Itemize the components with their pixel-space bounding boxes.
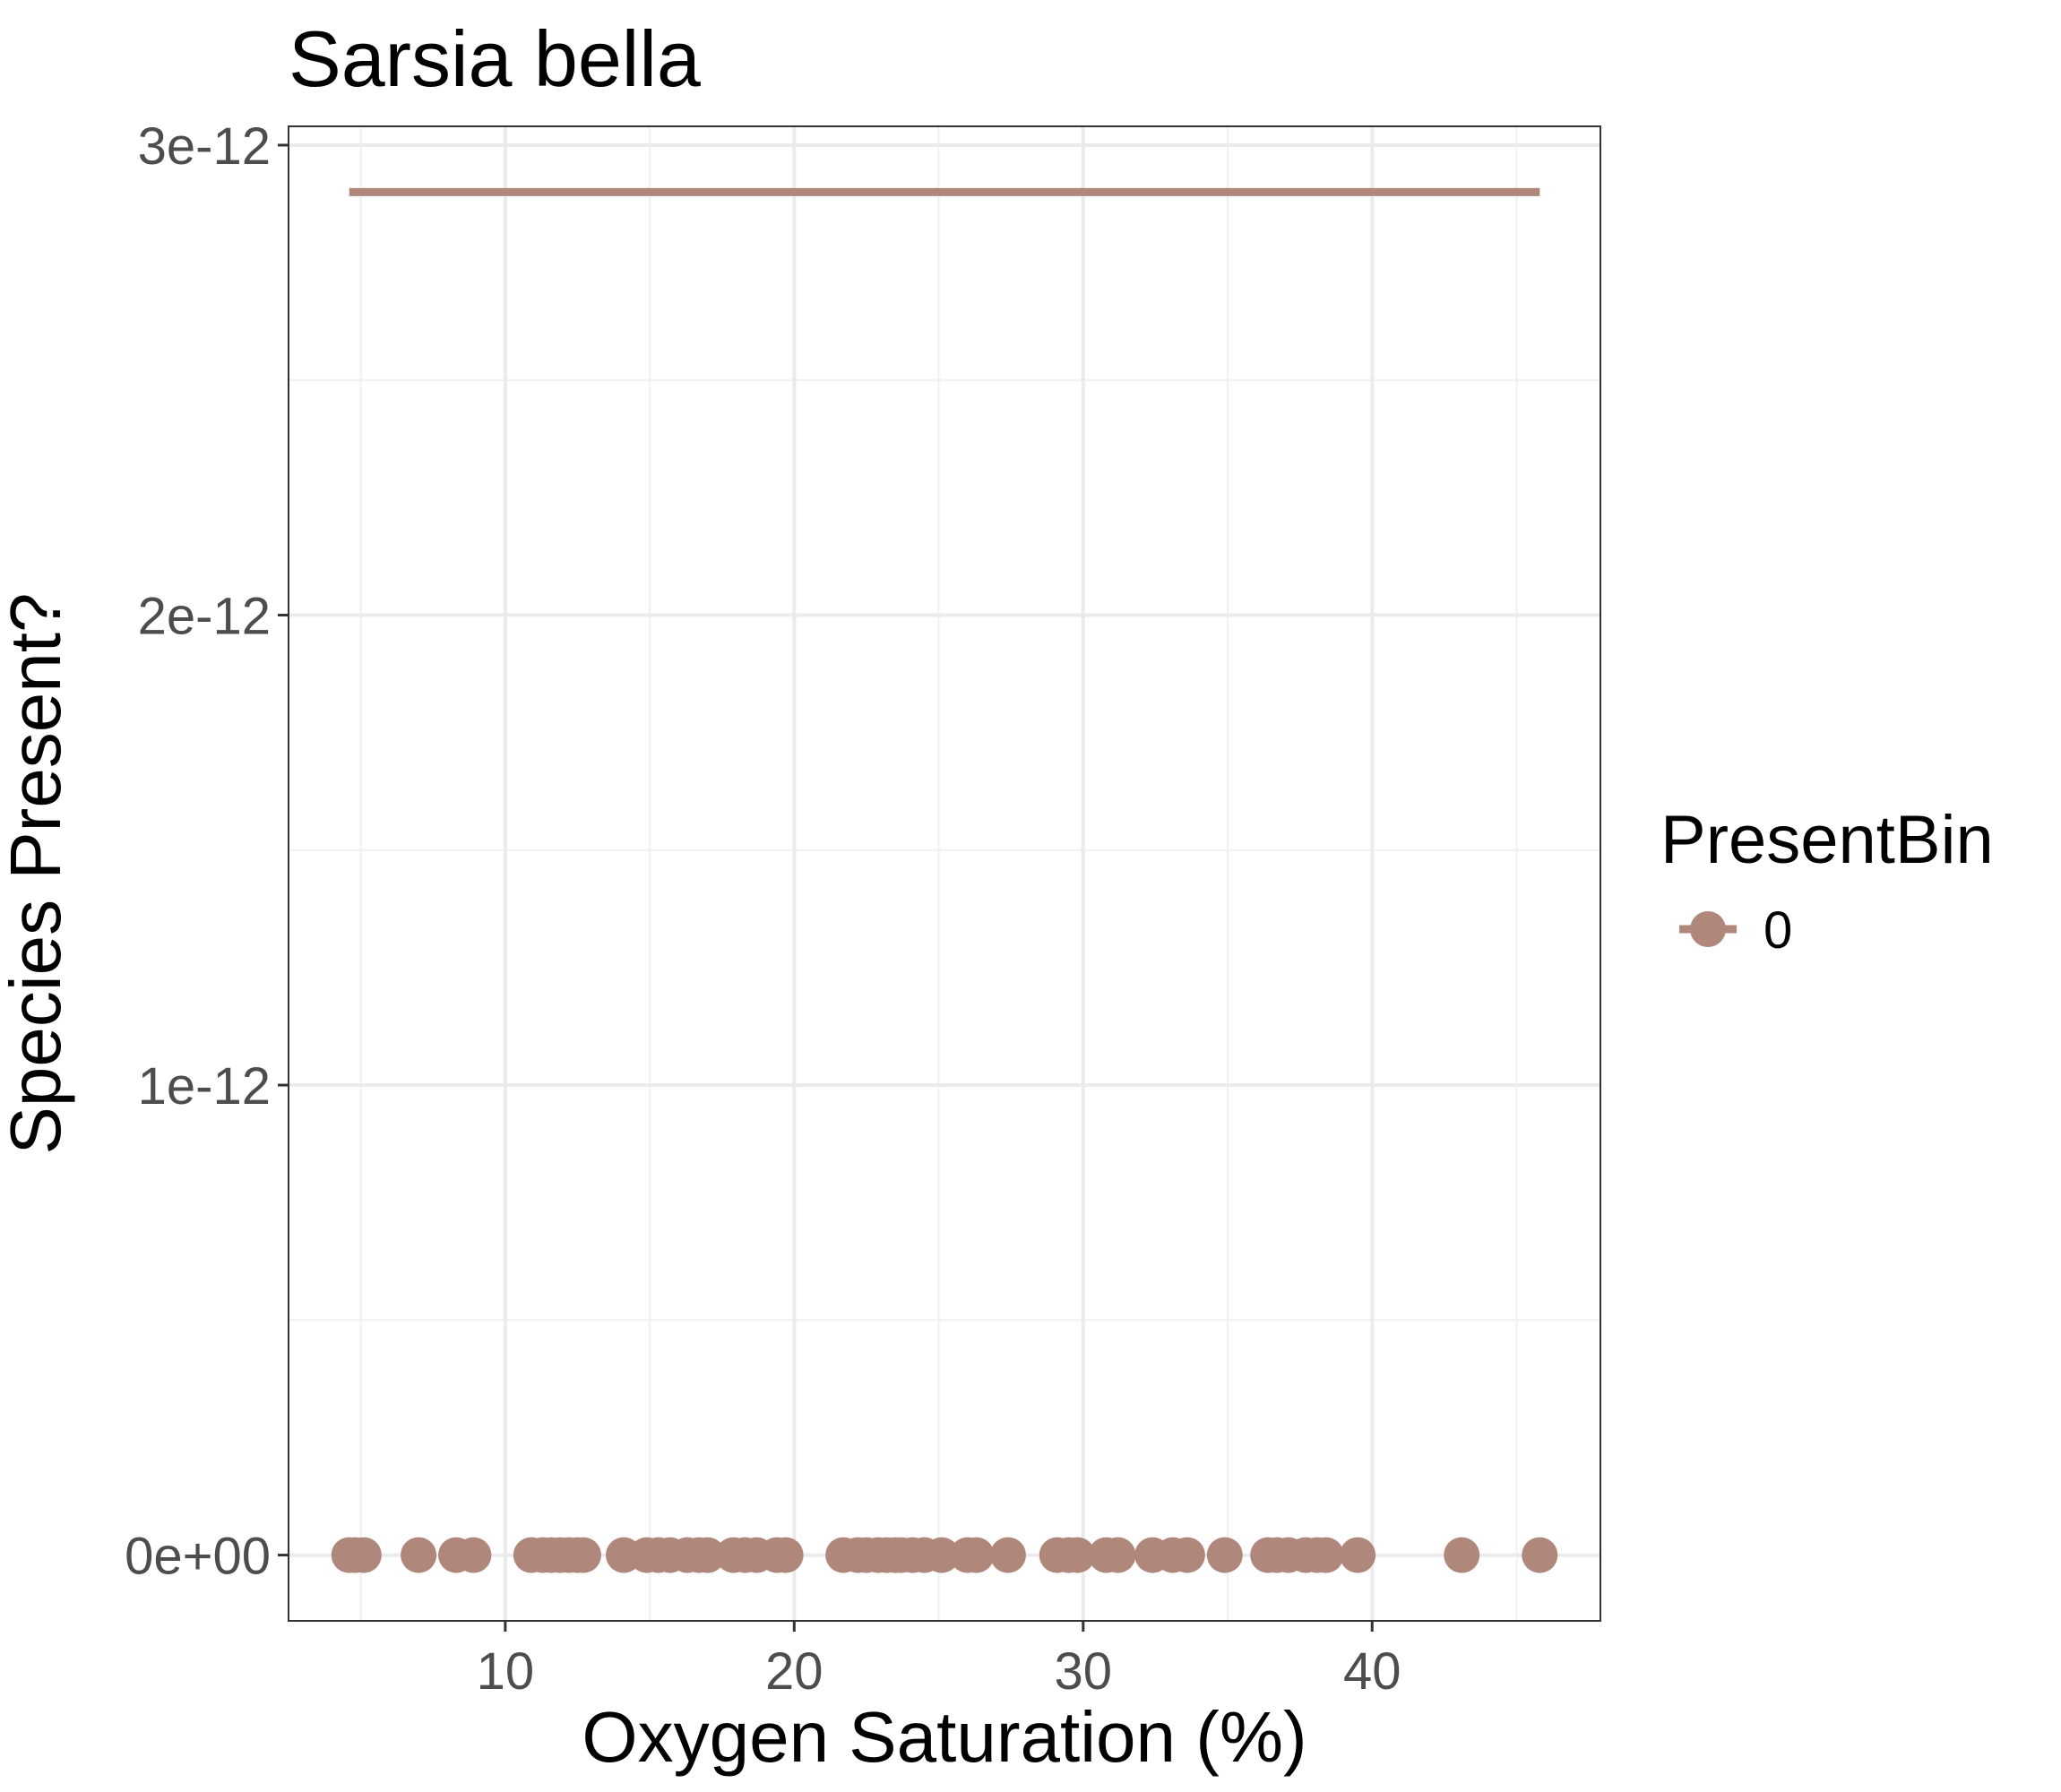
- legend: PresentBin 0: [1660, 802, 1994, 960]
- y-tick-label: 0e+00: [125, 1528, 271, 1586]
- data-point: [1099, 1537, 1136, 1573]
- data-point: [767, 1537, 804, 1573]
- legend-entries: 0: [1679, 901, 1792, 960]
- data-point: [989, 1537, 1026, 1573]
- legend-title: PresentBin: [1660, 802, 1994, 878]
- plot-border: [288, 125, 1601, 1622]
- data-point: [565, 1537, 601, 1573]
- plot-panel: [288, 125, 1601, 1622]
- y-axis: 0e+00 1e-12 2e-12 3e-12: [125, 117, 289, 1586]
- data-point: [1059, 1537, 1096, 1573]
- data-point: [455, 1537, 492, 1573]
- data-point: [1206, 1537, 1243, 1573]
- data-point: [1168, 1537, 1205, 1573]
- data-point: [345, 1537, 382, 1573]
- y-tick-label: 1e-12: [138, 1057, 271, 1116]
- x-tick-label: 40: [1343, 1642, 1401, 1701]
- data-point: [689, 1537, 726, 1573]
- legend-entry-label: 0: [1763, 901, 1792, 960]
- legend-key-point: [1690, 911, 1726, 947]
- x-tick-label: 20: [765, 1642, 824, 1701]
- x-axis-title: Oxygen Saturation (%): [582, 1697, 1306, 1777]
- data-point: [1522, 1537, 1558, 1573]
- data-point: [1340, 1537, 1376, 1573]
- data-points: [331, 1537, 1558, 1573]
- y-tick-label: 3e-12: [138, 117, 271, 176]
- minor-gridlines: [289, 126, 1600, 1621]
- data-point: [1307, 1537, 1344, 1573]
- data-point: [401, 1537, 437, 1573]
- y-axis-title: Species Present?: [0, 592, 75, 1154]
- chart-title: Sarsia bella: [289, 14, 701, 103]
- plot-background: [289, 126, 1600, 1621]
- data-point: [1444, 1537, 1480, 1573]
- y-tick-label: 2e-12: [138, 588, 271, 646]
- data-point: [958, 1537, 995, 1573]
- x-tick-label: 30: [1055, 1642, 1113, 1701]
- data-point: [923, 1537, 960, 1573]
- x-axis: 10 20 30 40: [477, 1621, 1401, 1701]
- major-gridlines: [289, 126, 1600, 1621]
- x-tick-label: 10: [477, 1642, 535, 1701]
